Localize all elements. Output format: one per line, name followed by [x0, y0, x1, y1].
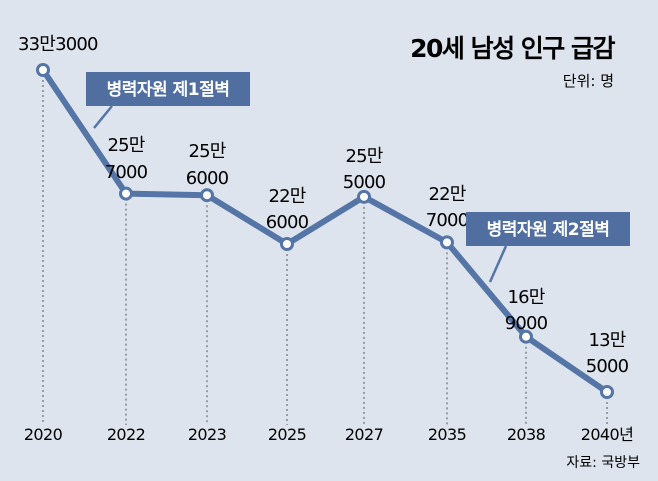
data-label-2040년-0: 13만 [588, 330, 625, 351]
data-point-2022 [119, 186, 133, 201]
data-label-2040년-1: 5000 [586, 356, 629, 377]
data-point-2038 [519, 329, 533, 344]
data-point-2035 [440, 235, 454, 250]
data-point-2027 [357, 189, 371, 204]
vertical-guide-lines [42, 80, 608, 425]
x-tick-0: 2020 [24, 425, 63, 444]
data-label-2025-0: 22만 [268, 186, 305, 207]
data-point-2020 [36, 63, 50, 77]
cliff2-annotation: 병력자원 제2절벽 [466, 212, 630, 283]
data-point-markers [36, 63, 614, 399]
data-labels: 33만3000 25만 7000 25만 6000 22만 6000 25만 5000 22만 70… [18, 34, 629, 377]
data-label-2035-1: 7000 [426, 210, 469, 231]
x-axis-ticks: 2020 2022 2023 2025 2027 2035 2038 2040년 [24, 425, 634, 444]
data-label-2023-0: 25만 [188, 141, 225, 162]
x-tick-2: 2023 [188, 425, 226, 444]
data-label-2022-1: 7000 [105, 162, 148, 183]
data-label-2022-0: 25만 [107, 135, 144, 156]
x-tick-6: 2038 [507, 425, 546, 444]
x-tick-3: 2025 [268, 425, 306, 444]
x-tick-5: 2035 [428, 425, 466, 444]
unit-label: 단위: 명 [563, 72, 614, 90]
data-point-2023 [200, 188, 214, 203]
data-point-2025 [280, 237, 294, 252]
source-label: 자료: 국방부 [566, 455, 640, 471]
data-label-2025-1: 6000 [266, 212, 309, 233]
chart-title: 20세 남성 인구 급감 [410, 34, 615, 63]
data-label-2038-1: 9000 [505, 313, 548, 334]
data-label-2038-0: 16만 [507, 287, 544, 308]
x-tick-7: 2040년 [581, 425, 633, 444]
x-tick-1: 2022 [107, 425, 145, 444]
cliff1-annotation: 병력자원 제1절벽 [86, 72, 250, 129]
data-label-2027-0: 25만 [345, 146, 382, 167]
data-label-2023-1: 6000 [186, 168, 229, 189]
series-line [40, 67, 610, 395]
data-label-2020-0: 33만3000 [18, 34, 98, 55]
cliff2-badge [466, 212, 630, 246]
cliff2-pointer [488, 245, 508, 283]
cliff1-label: 병력자원 제1절벽 [107, 79, 230, 100]
x-tick-4: 2027 [345, 425, 383, 444]
cliff1-pointer [93, 105, 113, 129]
data-point-2040년 [600, 385, 614, 399]
cliff2-label: 병력자원 제2절벽 [487, 219, 610, 240]
data-label-2035-0: 22만 [428, 184, 465, 205]
data-label-2027-1: 5000 [343, 172, 386, 193]
population-series [40, 67, 610, 395]
cliff1-badge [86, 72, 250, 106]
